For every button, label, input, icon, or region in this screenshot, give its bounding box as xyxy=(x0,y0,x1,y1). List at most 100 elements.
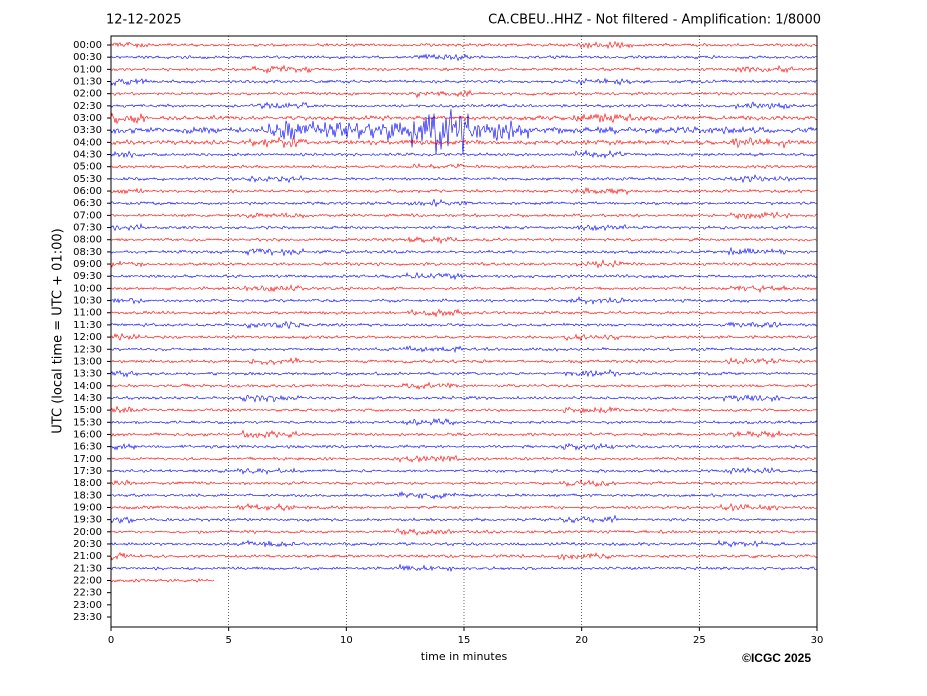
y-tick-label: 15:30 xyxy=(73,417,102,428)
trace xyxy=(110,578,215,583)
x-tick-label: 25 xyxy=(693,635,706,646)
trace xyxy=(110,442,818,451)
y-tick-label: 22:00 xyxy=(73,575,102,586)
trace xyxy=(110,479,818,488)
y-tick-label: 18:30 xyxy=(73,490,102,501)
x-tick-label: 20 xyxy=(575,635,588,646)
trace xyxy=(110,198,818,208)
y-tick-label: 16:30 xyxy=(73,442,102,453)
y-tick-label: 01:30 xyxy=(73,77,102,88)
y-tick-label: 20:30 xyxy=(73,539,102,550)
y-tick-label: 02:00 xyxy=(73,89,102,100)
trace xyxy=(110,394,818,403)
y-tick-label: 10:00 xyxy=(73,283,102,294)
y-tick-label: 09:30 xyxy=(73,271,102,282)
copyright: ©ICGC 2025 xyxy=(742,651,811,665)
trace xyxy=(110,112,818,125)
y-tick-label: 04:00 xyxy=(73,137,102,148)
trace xyxy=(110,108,818,155)
trace xyxy=(110,149,818,159)
y-tick-label: 14:00 xyxy=(73,381,102,392)
trace xyxy=(110,490,818,500)
y-tick-label: 03:30 xyxy=(73,125,102,136)
y-tick-label: 12:30 xyxy=(73,344,102,355)
y-tick-label: 19:00 xyxy=(73,502,102,513)
trace xyxy=(110,259,818,269)
trace xyxy=(110,417,818,427)
x-axis-label: time in minutes xyxy=(421,650,508,663)
y-tick-label: 04:30 xyxy=(73,150,102,161)
trace xyxy=(110,53,818,62)
y-tick-label: 23:30 xyxy=(73,612,102,623)
y-tick-label: 15:00 xyxy=(73,405,102,416)
trace xyxy=(110,174,818,184)
plot-frame xyxy=(110,35,818,628)
trace xyxy=(110,77,818,87)
y-tick-label: 02:30 xyxy=(73,101,102,112)
x-tick-label: 30 xyxy=(811,635,824,646)
y-tick-label: 20:00 xyxy=(73,527,102,538)
trace xyxy=(110,429,818,439)
y-tick-label: 12:00 xyxy=(73,332,102,343)
y-tick-label: 17:30 xyxy=(73,466,102,477)
trace xyxy=(110,455,818,463)
trace xyxy=(110,405,818,414)
trace xyxy=(110,563,818,573)
trace xyxy=(110,502,818,512)
trace xyxy=(110,551,818,561)
y-tick-label: 10:30 xyxy=(73,296,102,307)
y-tick-label: 06:00 xyxy=(73,186,102,197)
y-tick-label: 11:30 xyxy=(73,320,102,331)
x-tick-label: 10 xyxy=(340,635,353,646)
y-tick-label: 16:00 xyxy=(73,429,102,440)
y-tick-label: 00:00 xyxy=(73,40,102,51)
chart-subtitle: CA.CBEU..HHZ - Not filtered - Amplificat… xyxy=(488,13,821,28)
y-tick-label: 09:00 xyxy=(73,259,102,270)
trace xyxy=(110,136,818,149)
trace xyxy=(110,186,818,196)
y-tick-label: 05:30 xyxy=(73,174,102,185)
y-tick-label: 07:30 xyxy=(73,223,102,234)
trace xyxy=(110,222,818,232)
trace xyxy=(110,64,818,75)
y-tick-label: 17:00 xyxy=(73,454,102,465)
trace xyxy=(110,332,818,342)
trace xyxy=(110,369,818,378)
y-tick-label: 21:30 xyxy=(73,563,102,574)
trace xyxy=(110,211,818,220)
y-tick-label: 19:30 xyxy=(73,515,102,526)
y-tick-label: 07:00 xyxy=(73,210,102,221)
trace xyxy=(110,308,818,318)
y-tick-label: 22:30 xyxy=(73,588,102,599)
trace xyxy=(110,320,818,330)
trace xyxy=(110,40,818,50)
y-tick-label: 13:30 xyxy=(73,369,102,380)
y-tick-label: 05:00 xyxy=(73,162,102,173)
trace xyxy=(110,381,818,390)
trace xyxy=(110,162,818,170)
y-tick-label: 11:00 xyxy=(73,308,102,319)
y-tick-label: 00:30 xyxy=(73,52,102,63)
trace xyxy=(110,528,818,536)
trace xyxy=(110,514,818,524)
trace xyxy=(110,235,818,245)
y-tick-label: 21:00 xyxy=(73,551,102,562)
trace xyxy=(110,345,818,354)
y-tick-label: 14:30 xyxy=(73,393,102,404)
y-tick-label: 08:00 xyxy=(73,235,102,246)
y-axis-label: UTC (local time = UTC + 01:00) xyxy=(51,228,66,433)
trace xyxy=(110,539,818,548)
y-tick-label: 06:30 xyxy=(73,198,102,209)
x-tick-label: 5 xyxy=(225,635,231,646)
chart-title: 12-12-2025 xyxy=(106,13,182,28)
y-tick-label: 01:00 xyxy=(73,64,102,75)
trace xyxy=(110,467,818,475)
y-tick-label: 13:00 xyxy=(73,356,102,367)
y-tick-label: 18:00 xyxy=(73,478,102,489)
y-tick-label: 03:00 xyxy=(73,113,102,124)
trace xyxy=(110,101,818,110)
x-tick-label: 0 xyxy=(108,635,114,646)
y-tick-label: 08:30 xyxy=(73,247,102,258)
trace xyxy=(111,357,818,366)
